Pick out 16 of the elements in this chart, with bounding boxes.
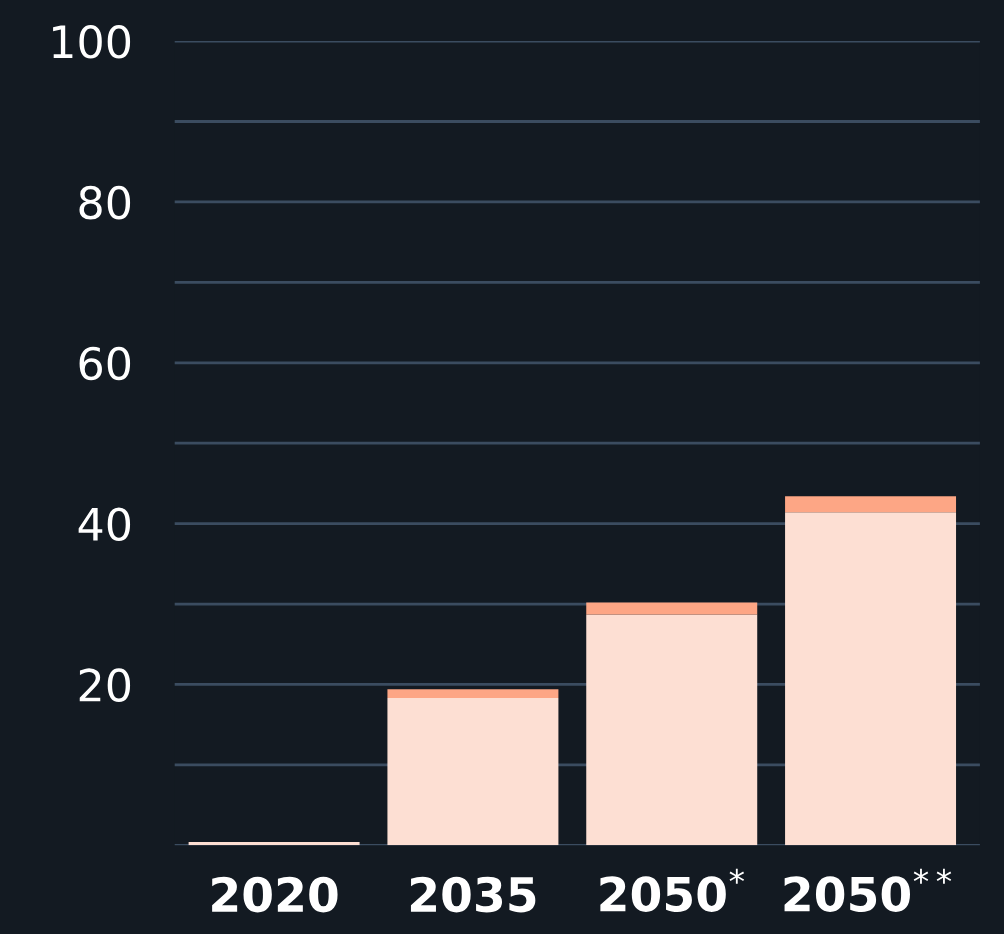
bar (387, 689, 559, 699)
x-tick-label: 2050$^{**}$ (784, 868, 952, 913)
y-tick-label: 100 (53, 25, 131, 59)
bar (785, 512, 957, 846)
bar (387, 698, 559, 846)
x-tick-label: 2050$^{*}$ (600, 868, 745, 913)
bar (586, 602, 758, 615)
y-tick-label: 20 (79, 668, 131, 702)
x-tick-label: 2020 (212, 876, 338, 913)
y-tick-label: 60 (79, 346, 131, 381)
bar (586, 614, 758, 846)
bar (785, 496, 957, 513)
y-tick-label: 80 (79, 185, 131, 220)
x-tick-label: 2035 (410, 876, 536, 913)
bar (188, 842, 360, 846)
y-tick-label: 40 (78, 507, 131, 542)
